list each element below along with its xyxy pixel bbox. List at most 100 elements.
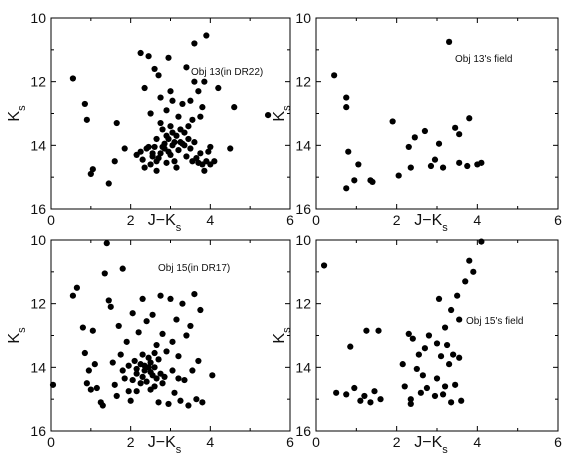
- data-point: [101, 270, 108, 277]
- data-point: [433, 375, 441, 382]
- data-point: [179, 140, 186, 147]
- x-tick-label: 4: [206, 434, 214, 450]
- data-point: [470, 268, 477, 275]
- data-point: [183, 64, 190, 71]
- data-point: [413, 365, 420, 373]
- data-point: [89, 166, 96, 173]
- data-point: [437, 353, 445, 360]
- data-point: [363, 327, 370, 334]
- data-point: [175, 147, 182, 154]
- data-point: [159, 330, 166, 338]
- data-point: [127, 397, 134, 404]
- data-point: [125, 362, 132, 369]
- data-point: [91, 361, 98, 368]
- data-point: [187, 97, 194, 104]
- data-point: [205, 148, 212, 155]
- y-axis-label-sub: s: [16, 327, 28, 333]
- data-point: [151, 65, 158, 73]
- data-point: [195, 357, 202, 365]
- data-point: [113, 392, 120, 400]
- data-point: [85, 367, 92, 374]
- data-point: [159, 380, 166, 387]
- data-point: [137, 148, 144, 155]
- data-point: [448, 306, 455, 314]
- data-point: [165, 148, 172, 155]
- data-point: [193, 154, 200, 162]
- data-point: [69, 292, 77, 299]
- data-point: [163, 348, 170, 355]
- data-point: [133, 370, 140, 377]
- data-point: [89, 327, 96, 334]
- data-point: [189, 116, 196, 123]
- data-point: [431, 392, 439, 400]
- data-point: [185, 402, 192, 409]
- data-point: [81, 100, 88, 108]
- data-point: [193, 396, 200, 403]
- data-point: [197, 306, 204, 314]
- data-point: [129, 376, 136, 384]
- data-point: [331, 72, 338, 79]
- x-tick-label: 2: [127, 434, 135, 450]
- data-point: [446, 361, 453, 368]
- data-point: [119, 265, 126, 272]
- y-axis-label-sub: s: [281, 327, 293, 333]
- data-point: [113, 119, 120, 127]
- data-point: [377, 396, 384, 403]
- data-point: [211, 158, 218, 165]
- y-tick-label: 16: [30, 423, 46, 439]
- data-point: [185, 135, 192, 143]
- data-point: [157, 94, 164, 101]
- scatter-panel-1: 0 2 4 6 10 12 14 16 J−Ks Ks Obj 13(in DR22): [6, 10, 294, 234]
- data-point: [151, 364, 158, 371]
- data-point: [169, 338, 176, 345]
- data-point: [123, 338, 130, 345]
- data-point: [117, 351, 124, 358]
- data-point: [139, 373, 146, 380]
- x-tick-label: 0: [312, 212, 320, 228]
- data-point: [425, 332, 433, 339]
- data-point: [177, 397, 184, 404]
- data-point: [454, 292, 461, 299]
- data-point: [456, 131, 463, 138]
- data-point: [209, 372, 216, 379]
- data-point: [343, 185, 350, 192]
- data-point: [439, 391, 447, 398]
- data-point: [183, 153, 190, 160]
- data-point: [466, 257, 473, 264]
- data-point: [139, 156, 146, 163]
- panel-annotation: Obj 13(in DR22): [191, 67, 263, 78]
- data-point: [105, 180, 112, 187]
- data-point: [169, 367, 176, 374]
- data-point: [478, 159, 485, 166]
- data-point: [456, 354, 463, 361]
- data-point: [191, 139, 198, 146]
- data-point: [191, 40, 198, 47]
- plot-frame: [315, 239, 559, 432]
- data-point: [147, 386, 154, 393]
- data-point: [139, 295, 146, 302]
- y-tick-label: 10: [295, 232, 311, 248]
- data-point: [121, 145, 128, 152]
- data-point: [87, 386, 94, 393]
- data-point: [357, 397, 364, 404]
- data-point: [157, 119, 164, 127]
- y-tick-label: 12: [295, 296, 311, 312]
- data-point: [203, 32, 210, 39]
- data-point: [347, 343, 354, 350]
- data-point: [421, 127, 428, 135]
- y-axis-label: Ks: [6, 105, 28, 122]
- data-point: [147, 110, 154, 117]
- data-point: [450, 351, 457, 358]
- data-point: [343, 391, 350, 398]
- data-point: [141, 84, 148, 92]
- data-point: [145, 364, 152, 371]
- data-point: [191, 78, 198, 85]
- data-point: [111, 381, 118, 388]
- data-point: [159, 126, 166, 133]
- data-point: [153, 375, 160, 382]
- data-point: [407, 164, 414, 171]
- data-point: [197, 150, 204, 157]
- data-point: [181, 376, 188, 384]
- data-point: [169, 97, 176, 104]
